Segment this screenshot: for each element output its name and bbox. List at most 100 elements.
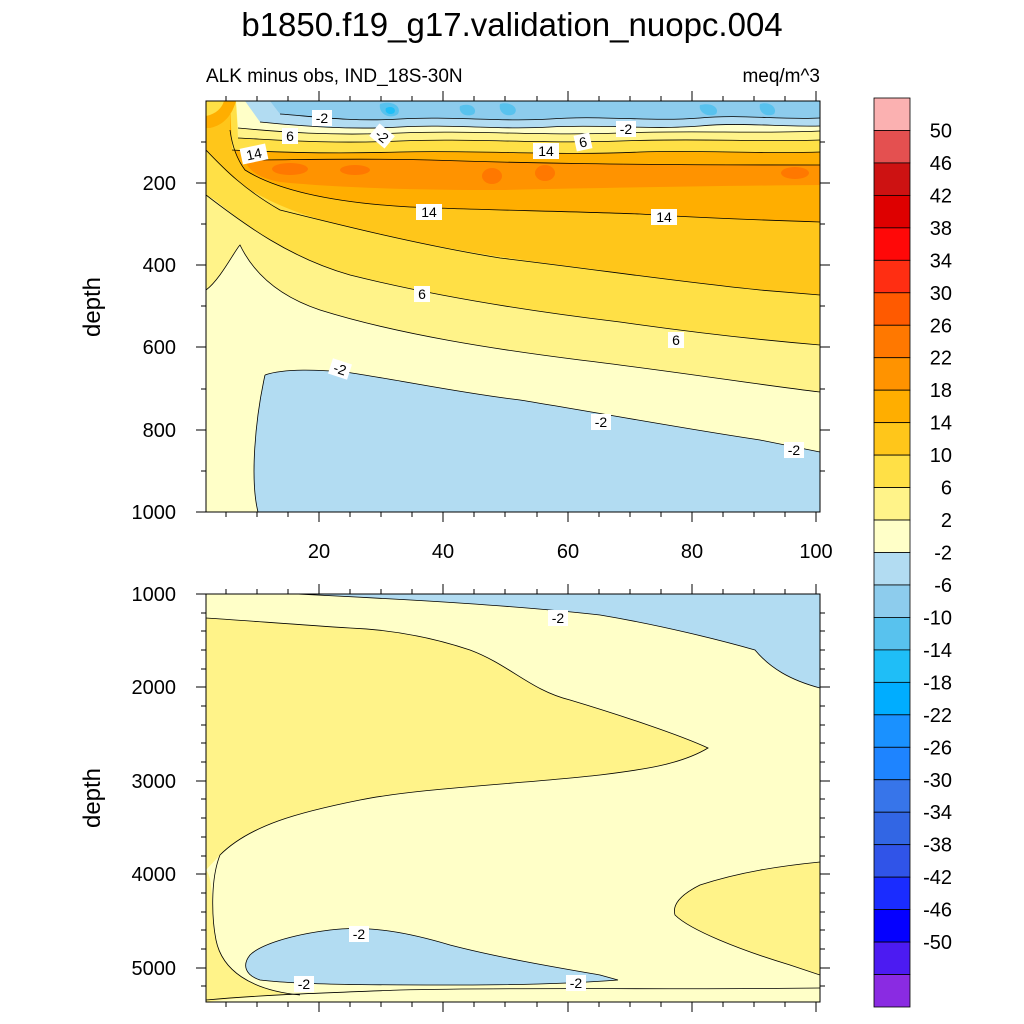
- top-fill-surface-m10: [270, 101, 820, 120]
- colorbar-swatch: [873, 779, 911, 813]
- contour-label: 14: [533, 143, 559, 159]
- colorbar-label: -18: [923, 672, 952, 694]
- colorbar-label: -22: [923, 705, 952, 727]
- colorbar-label: 34: [930, 250, 952, 272]
- colorbar-label: -6: [934, 575, 952, 597]
- y-tick-label: 1000: [132, 502, 177, 524]
- x-tick-label: 40: [432, 541, 454, 563]
- colorbar: 50 46 42 38 34 30 26 22 18 14 10 6 2 -2 -6 -10 -14 -18 -22…: [873, 97, 952, 1008]
- y-tick-label: 2000: [132, 677, 177, 699]
- colorbar-swatch: [873, 389, 911, 424]
- bottom-fill-m2-bottom: [206, 988, 820, 1002]
- colorbar-label: -30: [923, 770, 952, 792]
- colorbar-label: -38: [923, 835, 952, 857]
- svg-text:6: 6: [672, 332, 680, 348]
- svg-text:-2: -2: [595, 414, 608, 430]
- top-contour-labels: -2 6 -2 14 14 6 -2 14 14 6 6 -2 -2 -2: [239, 110, 804, 458]
- colorbar-swatch: [873, 941, 911, 975]
- colorbar-swatch: [873, 909, 911, 943]
- colorbar-swatch: [873, 194, 911, 229]
- top-fill-coast-6: [206, 101, 224, 116]
- colorbar-label: 30: [930, 283, 952, 305]
- colorbar-swatch: [873, 584, 911, 618]
- bottom-fill-2-right: [674, 862, 820, 975]
- y-axis-label: depth: [79, 768, 106, 828]
- svg-text:6: 6: [286, 128, 294, 144]
- colorbar-swatch: [873, 259, 911, 294]
- top-spot-22: [272, 163, 308, 175]
- colorbar-swatch: [873, 617, 911, 651]
- contour-label: -2: [312, 110, 332, 126]
- y-axis-label: depth: [79, 277, 106, 337]
- colorbar-swatch: [873, 162, 911, 196]
- colorbar-swatch: [873, 357, 911, 391]
- colorbar-swatch: [873, 876, 911, 911]
- colorbar-label: -2: [934, 543, 952, 565]
- svg-text:14: 14: [656, 209, 672, 225]
- colorbar-label: -34: [923, 802, 952, 824]
- contour-label: -2: [784, 442, 804, 458]
- contour-label: 6: [282, 128, 298, 144]
- colorbar-swatch: [873, 487, 911, 521]
- contour-label: -2: [591, 414, 611, 430]
- y-tick-label: 5000: [132, 958, 177, 980]
- contour-label: 14: [416, 204, 442, 220]
- colorbar-swatch: [873, 552, 911, 586]
- bottom-contour-labels: -2 -2 -2 -2: [294, 610, 586, 992]
- colorbar-label: -42: [923, 867, 952, 889]
- svg-text:6: 6: [418, 286, 426, 302]
- colorbar-label: 18: [930, 380, 952, 402]
- contour-label: -2: [369, 123, 395, 149]
- bottom-ticks: [196, 584, 830, 1012]
- colorbar-swatch: [873, 454, 911, 488]
- svg-text:-2: -2: [316, 110, 329, 126]
- top-fill-m6-lower: [254, 370, 820, 512]
- bottom-fill-m6-deep: [245, 928, 618, 985]
- contour-label: -2: [328, 358, 352, 380]
- bottom-panel: -2 -2 -2 -2 1000 2000 3000 4000 5000 dep…: [79, 584, 830, 1012]
- x-tick-label: 60: [557, 541, 579, 563]
- colorbar-swatch: [873, 227, 911, 261]
- svg-text:-2: -2: [788, 442, 801, 458]
- chart-subtitle-left: ALK minus obs, IND_18S-30N: [206, 66, 463, 87]
- colorbar-swatch: [873, 746, 911, 781]
- svg-text:-2: -2: [552, 610, 565, 626]
- colorbar-label: -10: [923, 607, 952, 629]
- bottom-fill-2-upper: [206, 618, 708, 870]
- colorbar-label: 50: [930, 120, 952, 142]
- colorbar-label: -50: [923, 932, 952, 954]
- contour-label: 6: [668, 332, 684, 348]
- svg-text:14: 14: [538, 143, 554, 159]
- colorbar-label: 38: [930, 218, 952, 240]
- bottom-frame: [205, 593, 821, 1003]
- contour-label: -2: [548, 610, 568, 626]
- colorbar-label: 22: [930, 348, 952, 370]
- colorbar-swatch: [873, 519, 911, 553]
- colorbar-swatch: [873, 97, 911, 131]
- bottom-fill-2-left: [206, 870, 300, 1002]
- colorbar-label: 2: [941, 510, 952, 532]
- y-tick-label: 3000: [132, 771, 177, 793]
- svg-text:-2: -2: [570, 975, 583, 991]
- colorbar-label: -14: [923, 640, 952, 662]
- top-fill-18: [245, 159, 820, 190]
- colorbar-swatch: [873, 811, 911, 846]
- contour-label: -2: [349, 926, 369, 942]
- top-contour-fills: [206, 101, 820, 512]
- contour-label: 6: [414, 286, 430, 302]
- colorbar-swatch: [873, 324, 911, 359]
- contour-label: 6: [573, 132, 593, 152]
- x-tick-label: 80: [681, 541, 703, 563]
- top-spot-22: [482, 168, 502, 184]
- top-spot-22: [340, 165, 370, 175]
- top-ticks: [196, 91, 830, 522]
- y-tick-label: 400: [143, 255, 176, 277]
- svg-text:-2: -2: [353, 926, 366, 942]
- colorbar-swatch: [873, 681, 911, 716]
- colorbar-label: 10: [930, 445, 952, 467]
- top-spot-22: [781, 167, 809, 179]
- colorbar-label: 26: [930, 315, 952, 337]
- colorbar-swatch: [873, 844, 911, 878]
- bottom-contour-fills: [206, 594, 820, 1002]
- colorbar-label: 42: [930, 185, 952, 207]
